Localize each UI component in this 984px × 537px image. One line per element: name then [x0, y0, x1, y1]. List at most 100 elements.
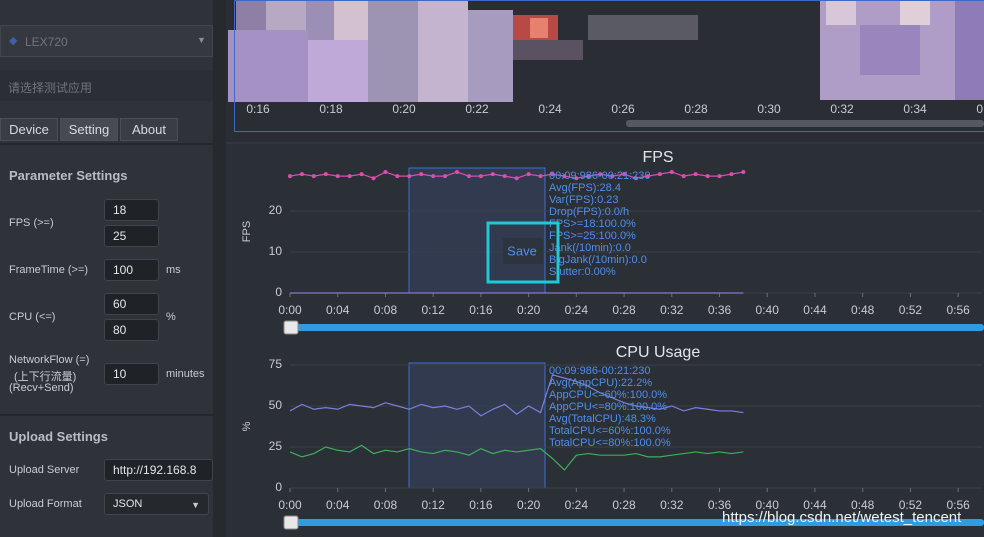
x-tick-label: 0:16 — [469, 498, 493, 512]
data-point — [538, 174, 543, 179]
series-line — [289, 374, 744, 417]
y-tick-label: 0 — [275, 285, 282, 299]
series-line — [289, 444, 744, 471]
annotation: Avg(AppCPU):22.2% — [549, 377, 652, 389]
data-point — [443, 174, 448, 179]
data-point — [466, 174, 471, 179]
x-tick-label: 0:44 — [803, 498, 827, 512]
input[interactable]: 100 — [104, 259, 159, 281]
x-tick-label: 0:12 — [421, 303, 445, 317]
data-point — [645, 174, 650, 179]
sidebar: ◆ LEX720 ▼ 请选择测试应用 Device Setting About … — [0, 0, 213, 537]
section-title: Upload Settings — [9, 429, 108, 444]
select-value: JSON — [113, 498, 143, 510]
x-tick-label: 0:40 — [756, 498, 780, 512]
annotation: 00:09:986-00:21:230 — [549, 365, 651, 377]
data-point — [610, 174, 615, 179]
timeline-tick-label: 0:28 — [684, 102, 708, 116]
data-point — [622, 172, 627, 177]
x-tick-label: 0:48 — [851, 498, 875, 512]
device-selector[interactable]: ◆ LEX720 ▼ — [0, 25, 213, 57]
data-point — [288, 174, 292, 179]
unit: ms — [166, 264, 181, 276]
input[interactable]: 60 — [104, 293, 159, 315]
annotation: Avg(TotalCPU):48.3% — [549, 413, 656, 425]
button-label: Save — [507, 243, 537, 258]
timeline-tick-label: 0:20 — [392, 102, 416, 116]
input[interactable]: http://192.168.8 — [104, 459, 213, 481]
data-point — [383, 170, 388, 175]
x-tick-label: 0:00 — [278, 498, 302, 512]
data-point — [586, 174, 591, 179]
x-tick-label: 0:52 — [899, 303, 923, 317]
unit: minutes — [166, 368, 205, 380]
x-tick-label: 0:16 — [469, 303, 493, 317]
x-tick-label: 0:48 — [851, 303, 875, 317]
data-point — [574, 176, 579, 181]
y-tick-label: 25 — [269, 439, 283, 453]
data-point — [323, 172, 328, 177]
annotation: 00:09:986-00:21:230 — [549, 170, 651, 182]
select[interactable]: JSON ▼ — [104, 493, 209, 515]
x-tick-label: 0:20 — [517, 303, 541, 317]
app-selector[interactable]: 请选择测试应用 — [0, 70, 213, 101]
data-point — [598, 172, 603, 177]
input[interactable]: 80 — [104, 319, 159, 341]
tab[interactable]: About — [120, 118, 178, 141]
input[interactable]: 10 — [104, 363, 159, 385]
x-tick-label: 0:32 — [660, 498, 684, 512]
device-name: LEX720 — [25, 35, 68, 49]
timeline-tick-label: 0:26 — [611, 102, 635, 116]
data-point — [550, 172, 555, 177]
x-tick-label: 0:12 — [421, 498, 445, 512]
x-tick-label: 0:24 — [565, 303, 589, 317]
data-point — [419, 172, 424, 177]
field-label: FrameTime (>=) — [9, 264, 89, 276]
annotation: TotalCPU<=80%:100.0% — [549, 437, 671, 449]
x-tick-label: 0:20 — [517, 498, 541, 512]
data-point — [741, 170, 746, 175]
timeline-tick-label: 0:34 — [903, 102, 927, 116]
data-point — [455, 170, 460, 175]
data-point — [657, 172, 662, 177]
data-point — [347, 174, 352, 179]
data-point — [359, 172, 364, 177]
tab[interactable]: Device — [0, 118, 58, 141]
y-tick-label: 75 — [269, 357, 283, 371]
field-label: NetworkFlow (=) — [9, 354, 90, 366]
chart-title: CPU Usage — [616, 344, 701, 361]
x-tick-label: 0:08 — [374, 303, 398, 317]
data-point — [478, 174, 483, 179]
section-title: Parameter Settings — [9, 168, 128, 183]
data-point — [431, 174, 436, 179]
data-point — [705, 174, 710, 179]
y-tick-label: 50 — [269, 398, 283, 412]
field-label: Upload Format — [9, 498, 82, 510]
input[interactable]: 25 — [104, 225, 159, 247]
data-point — [490, 172, 495, 177]
timeline-tick-label: 0:22 — [465, 102, 489, 116]
data-point — [526, 172, 531, 177]
x-tick-label: 0:56 — [946, 303, 970, 317]
input[interactable]: 18 — [104, 199, 159, 221]
save-button[interactable]: Save — [486, 221, 560, 284]
x-tick-label: 0:52 — [899, 498, 923, 512]
field-label: FPS (>=) — [9, 217, 54, 229]
x-tick-label: 0:04 — [326, 303, 350, 317]
data-point — [371, 176, 376, 181]
annotation: Var(FPS):0.23 — [549, 194, 619, 206]
data-point — [562, 174, 567, 179]
tab-active[interactable]: Setting — [60, 118, 118, 141]
field-label: Upload Server — [9, 464, 80, 476]
y-tick-label: 20 — [269, 203, 283, 217]
x-tick-label: 0:32 — [660, 303, 684, 317]
data-point — [395, 174, 400, 179]
annotation: FPS>=25:100.0% — [549, 230, 636, 242]
y-axis-label: FPS — [241, 221, 253, 242]
x-tick-label: 0:24 — [565, 498, 589, 512]
timeline-tick-label: 0:24 — [538, 102, 562, 116]
x-tick-label: 0:08 — [374, 498, 398, 512]
annotation: TotalCPU<=60%:100.0% — [549, 425, 671, 437]
annotation: FPS>=18:100.0% — [549, 218, 636, 230]
